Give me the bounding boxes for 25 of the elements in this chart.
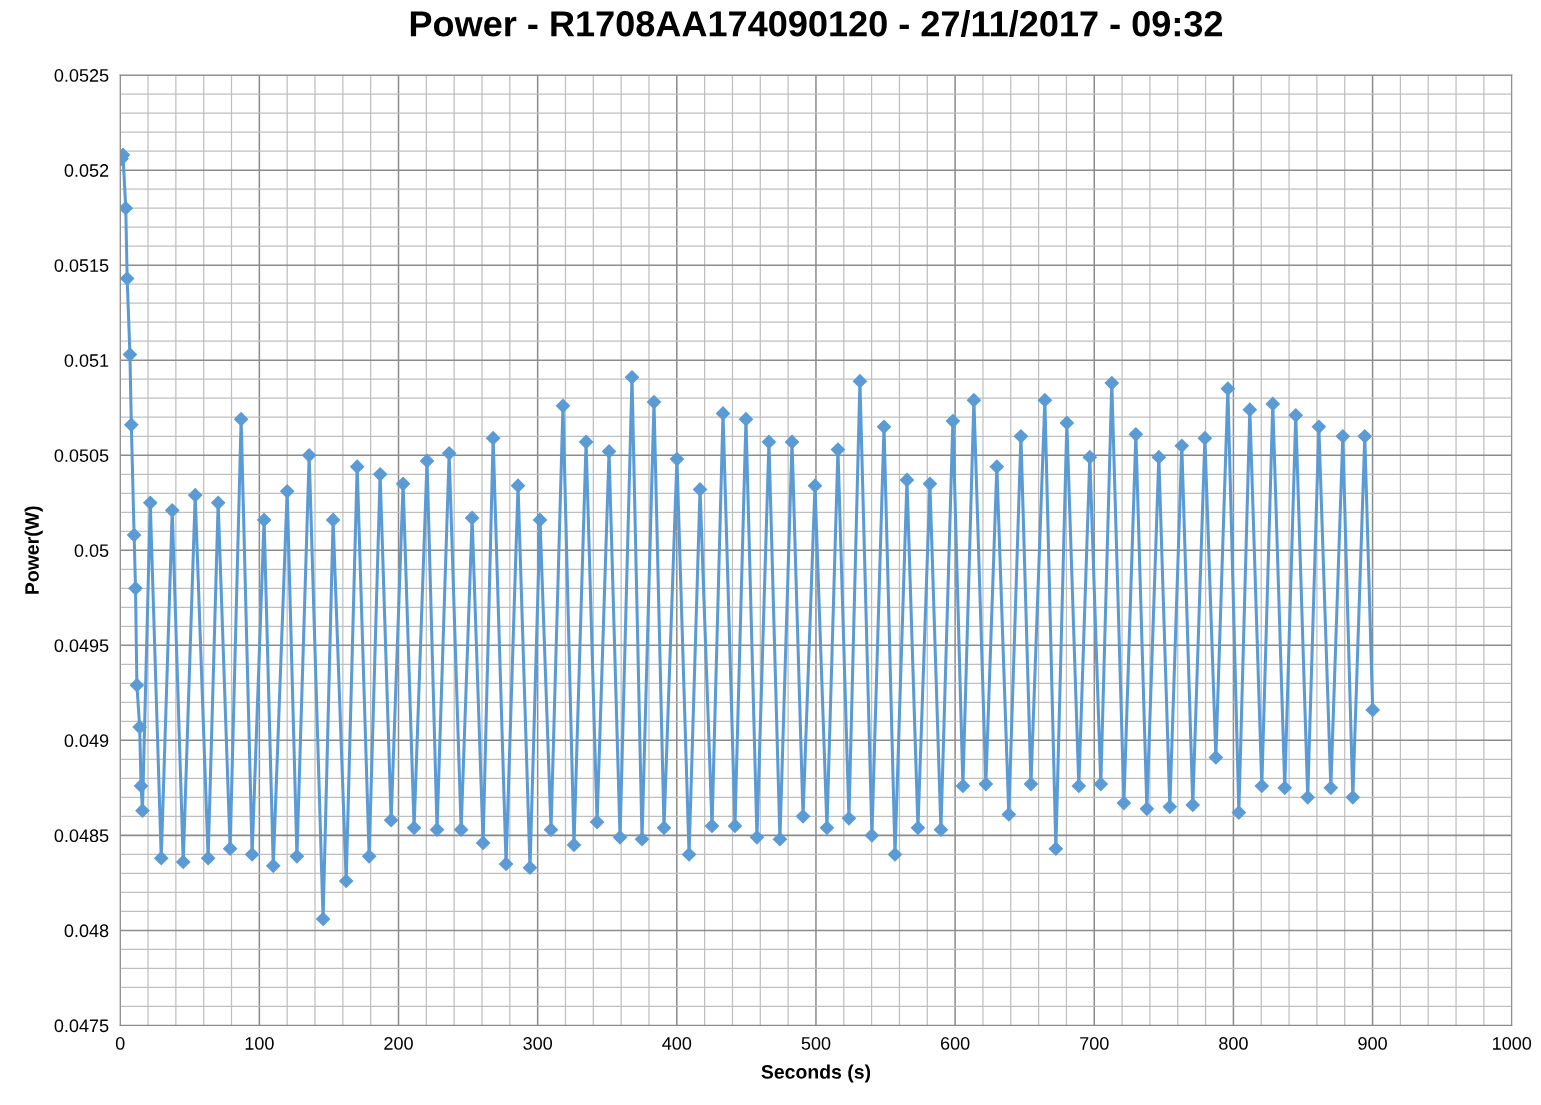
x-tick-label: 500 xyxy=(801,1037,831,1050)
x-tick-label: 900 xyxy=(1358,1037,1387,1050)
y-tick-label: 0.0505 xyxy=(54,449,109,462)
chart-title: Power - R1708AA174090120 - 27/11/2017 - 09:32 xyxy=(410,10,1223,37)
y-tick-label: 0.049 xyxy=(64,734,109,748)
x-tick-label: 0 xyxy=(115,1037,125,1050)
x-tick-label: 400 xyxy=(662,1037,692,1050)
x-tick-label: 800 xyxy=(1219,1037,1248,1050)
y-tick-label: 0.0515 xyxy=(54,259,109,272)
y-axis-title: Power(W) xyxy=(24,506,43,594)
y-tick-label: 0.0485 xyxy=(54,829,109,843)
y-tick-label: 0.0495 xyxy=(54,639,109,653)
y-tick-label: 0.048 xyxy=(64,924,109,938)
x-axis-title: Seconds (s) xyxy=(761,1064,871,1083)
x-tick-label: 100 xyxy=(245,1037,274,1050)
y-tick-label: 0.052 xyxy=(64,164,109,177)
y-tick-label: 0.05 xyxy=(74,544,109,558)
x-tick-label: 200 xyxy=(384,1037,413,1050)
x-tick-label: 300 xyxy=(523,1037,553,1050)
y-tick-label: 0.051 xyxy=(64,354,109,367)
x-tick-label: 1000 xyxy=(1493,1037,1532,1050)
x-tick-label: 600 xyxy=(940,1037,970,1050)
y-tick-label: 0.0525 xyxy=(54,69,109,82)
y-tick-label: 0.0475 xyxy=(54,1019,109,1033)
x-tick-label: 700 xyxy=(1080,1037,1109,1050)
